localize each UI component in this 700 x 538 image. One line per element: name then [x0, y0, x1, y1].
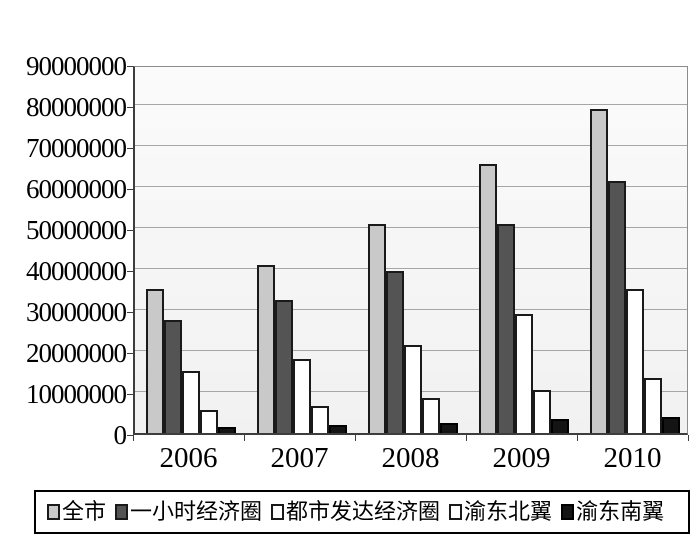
x-axis-tick — [466, 435, 467, 441]
bar-group — [357, 67, 468, 433]
x-tick-label: 2006 — [159, 442, 218, 474]
y-axis-tick — [127, 189, 133, 190]
y-axis-tick — [127, 435, 133, 436]
bar — [421, 398, 440, 433]
x-tick-label: 2007 — [270, 442, 329, 474]
y-axis-tick — [127, 353, 133, 354]
gridline — [135, 309, 687, 310]
bar — [328, 425, 347, 433]
legend-item: 都市发达经济圈 — [271, 500, 440, 524]
x-tick-label: 2010 — [603, 442, 662, 474]
gridline — [135, 268, 687, 269]
x-tick-label: 2008 — [381, 442, 440, 474]
y-tick-label: 80000000 — [26, 92, 127, 122]
legend-label: 一小时经济圈 — [130, 499, 263, 524]
legend-marker — [449, 504, 463, 520]
bar — [217, 427, 236, 433]
x-axis-tick — [577, 435, 578, 441]
legend-item: 一小时经济圈 — [115, 500, 262, 524]
bar — [625, 289, 644, 433]
x-axis-tick — [244, 435, 245, 441]
plot-area — [133, 66, 688, 435]
y-axis-tick — [127, 312, 133, 313]
bar-group — [579, 67, 690, 433]
bar — [310, 406, 329, 433]
y-tick-label: 90000000 — [26, 51, 127, 81]
bar — [607, 181, 626, 433]
bar — [478, 164, 497, 433]
legend-item: 渝东南翼 — [561, 500, 664, 524]
x-axis-tick — [133, 435, 134, 441]
gridline — [135, 186, 687, 187]
y-axis-tick — [127, 66, 133, 67]
y-axis-tick — [127, 271, 133, 272]
bar — [496, 224, 515, 433]
y-tick-label: 30000000 — [26, 297, 127, 327]
bar — [403, 345, 422, 433]
y-tick-label: 60000000 — [26, 174, 127, 204]
y-axis-tick — [127, 394, 133, 395]
x-axis-tick — [355, 435, 356, 441]
y-tick-label: 40000000 — [26, 256, 127, 286]
bar — [199, 410, 218, 433]
y-axis-tick — [127, 107, 133, 108]
bar — [274, 300, 293, 433]
y-tick-label: 0 — [113, 420, 128, 450]
bar — [550, 419, 569, 433]
x-axis-tick — [688, 435, 689, 441]
legend-label: 都市发达经济圈 — [286, 499, 441, 524]
gridline — [135, 227, 687, 228]
legend-label: 全市 — [62, 499, 107, 524]
bar — [367, 224, 386, 433]
bar — [163, 320, 182, 433]
y-tick-label: 70000000 — [26, 133, 127, 163]
legend-item: 全市 — [47, 500, 106, 524]
x-tick-label: 2009 — [492, 442, 551, 474]
gridline — [135, 104, 687, 105]
bar — [181, 371, 200, 433]
legend-marker — [561, 504, 575, 520]
gridline — [135, 145, 687, 146]
legend-marker — [115, 504, 129, 520]
y-tick-label: 10000000 — [26, 379, 127, 409]
bar — [385, 271, 404, 433]
bar — [145, 289, 164, 433]
legend-marker — [271, 504, 285, 520]
legend: 全市 一小时经济圈 都市发达经济圈 渝东北翼 渝东南翼 — [34, 490, 690, 534]
legend-item: 渝东北翼 — [449, 500, 552, 524]
y-axis-tick — [127, 230, 133, 231]
bar — [643, 378, 662, 433]
bar — [292, 359, 311, 433]
bar — [589, 109, 608, 433]
y-axis-tick — [127, 148, 133, 149]
bar — [439, 423, 458, 433]
legend-label: 渝东南翼 — [576, 499, 665, 524]
legend-label: 渝东北翼 — [464, 499, 553, 524]
bar-group — [468, 67, 579, 433]
y-tick-label: 20000000 — [26, 338, 127, 368]
bar — [532, 390, 551, 433]
bar — [256, 265, 275, 433]
bar — [661, 417, 680, 433]
legend-marker — [47, 504, 60, 520]
bar-group — [246, 67, 357, 433]
y-tick-label: 50000000 — [26, 215, 127, 245]
bar-group — [135, 67, 246, 433]
bar — [514, 314, 533, 433]
